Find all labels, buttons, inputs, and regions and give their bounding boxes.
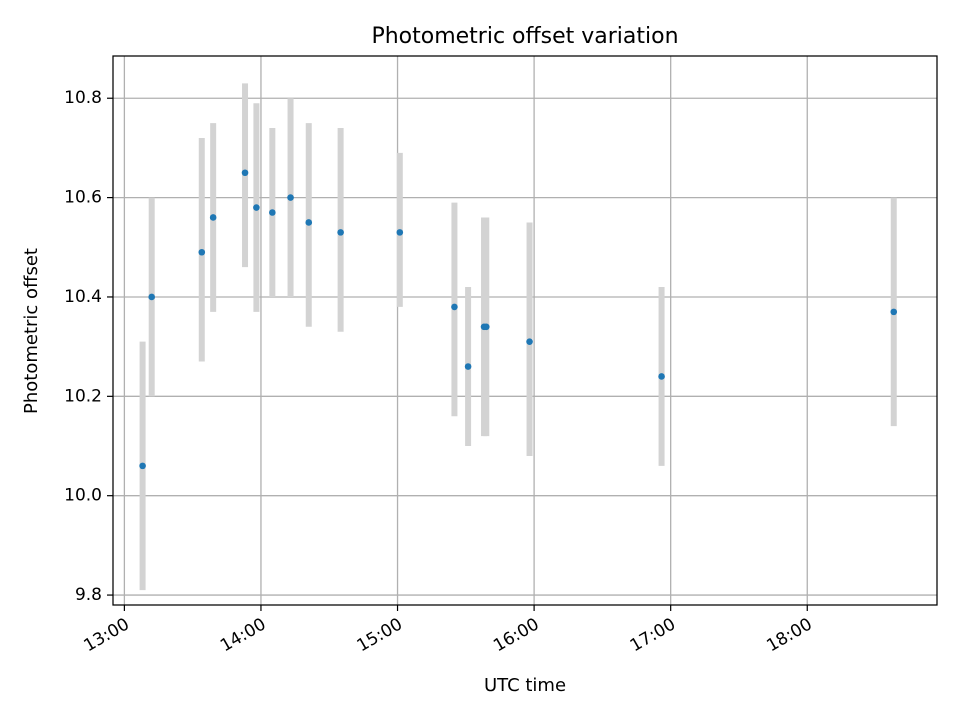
error-bars xyxy=(139,83,897,591)
data-point xyxy=(451,303,458,311)
y-tick-label: 10.4 xyxy=(64,287,102,307)
y-tick-label: 10.6 xyxy=(64,188,102,208)
data-point xyxy=(658,373,665,380)
x-tick-label: 15:00 xyxy=(354,614,406,656)
data-point xyxy=(890,308,898,316)
y-tick-label: 10.8 xyxy=(64,88,102,108)
axis-ticks: 13:00 14:00 15:00 16:00 17:00 18:00 9.8 10.0 10.… xyxy=(64,88,816,656)
x-tick-label: 14:00 xyxy=(217,614,269,656)
data-point xyxy=(198,248,206,256)
y-axis-label: Photometric offset xyxy=(21,248,42,414)
x-tick-label: 17:00 xyxy=(627,614,679,656)
data-point xyxy=(483,323,490,331)
data-point xyxy=(464,363,472,370)
plot-frame xyxy=(112,55,938,606)
grid xyxy=(113,56,937,605)
x-tick-label: 13:00 xyxy=(80,614,132,656)
data-point xyxy=(269,209,276,216)
data-point xyxy=(526,338,533,345)
data-point xyxy=(396,229,404,236)
data-points xyxy=(139,169,898,470)
data-point xyxy=(337,229,344,236)
y-tick-label: 10.0 xyxy=(64,486,102,506)
data-point xyxy=(287,194,294,201)
data-point xyxy=(253,204,260,211)
x-tick-label: 16:00 xyxy=(490,614,542,656)
data-point xyxy=(209,214,217,221)
x-axis-label: UTC time xyxy=(484,675,566,696)
y-tick-label: 10.2 xyxy=(64,386,102,406)
data-point xyxy=(305,219,313,226)
chart-title: Photometric offset variation xyxy=(371,24,678,49)
data-point xyxy=(148,293,155,301)
x-tick-label: 18:00 xyxy=(763,614,815,656)
data-point xyxy=(139,462,146,470)
data-point xyxy=(241,169,249,177)
y-tick-label: 9.8 xyxy=(75,585,102,605)
